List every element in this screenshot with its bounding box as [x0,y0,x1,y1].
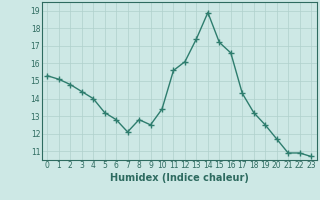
X-axis label: Humidex (Indice chaleur): Humidex (Indice chaleur) [110,173,249,183]
